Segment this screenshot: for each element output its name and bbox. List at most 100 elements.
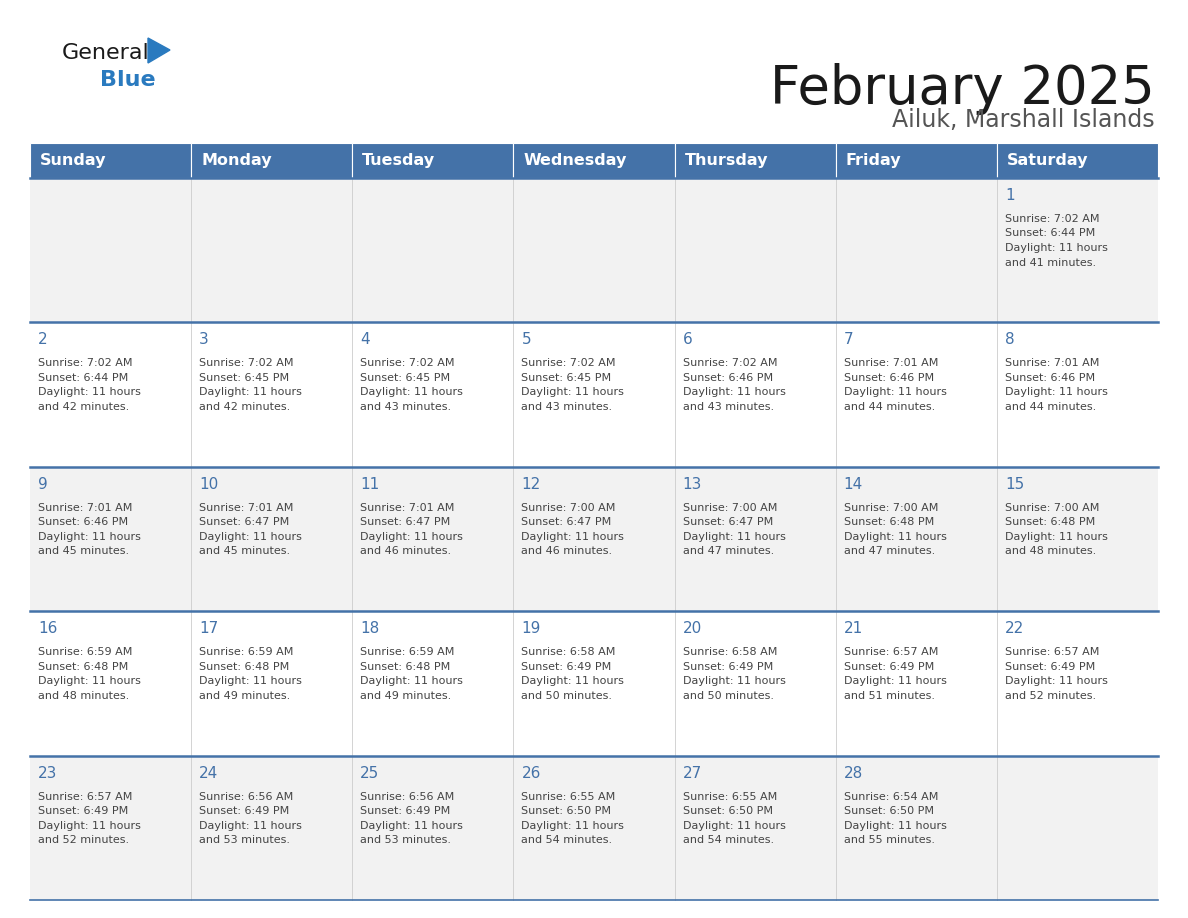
Text: Sunrise: 6:59 AM: Sunrise: 6:59 AM	[38, 647, 132, 657]
Text: and 52 minutes.: and 52 minutes.	[38, 835, 129, 845]
Text: Daylight: 11 hours: Daylight: 11 hours	[1005, 532, 1107, 542]
Text: Sunset: 6:47 PM: Sunset: 6:47 PM	[522, 518, 612, 527]
Text: Sunset: 6:49 PM: Sunset: 6:49 PM	[38, 806, 128, 816]
Text: Sunrise: 6:57 AM: Sunrise: 6:57 AM	[38, 791, 132, 801]
Text: and 45 minutes.: and 45 minutes.	[38, 546, 129, 556]
Text: Sunset: 6:50 PM: Sunset: 6:50 PM	[683, 806, 772, 816]
Text: Daylight: 11 hours: Daylight: 11 hours	[522, 532, 625, 542]
Text: Sunset: 6:48 PM: Sunset: 6:48 PM	[360, 662, 450, 672]
Text: General: General	[62, 43, 150, 63]
Bar	[997, 143, 1158, 178]
Text: Sunrise: 6:57 AM: Sunrise: 6:57 AM	[1005, 647, 1099, 657]
Text: Sunrise: 7:01 AM: Sunrise: 7:01 AM	[843, 358, 939, 368]
Text: Sunrise: 7:02 AM: Sunrise: 7:02 AM	[1005, 214, 1099, 224]
Text: 19: 19	[522, 621, 541, 636]
Text: Sunset: 6:46 PM: Sunset: 6:46 PM	[38, 518, 128, 527]
Text: Sunset: 6:49 PM: Sunset: 6:49 PM	[360, 806, 450, 816]
Text: and 49 minutes.: and 49 minutes.	[200, 690, 290, 700]
Text: and 48 minutes.: and 48 minutes.	[38, 690, 129, 700]
Text: Daylight: 11 hours: Daylight: 11 hours	[683, 532, 785, 542]
Text: Sunset: 6:47 PM: Sunset: 6:47 PM	[200, 518, 290, 527]
Text: Friday: Friday	[846, 153, 902, 168]
Text: 21: 21	[843, 621, 862, 636]
Text: Daylight: 11 hours: Daylight: 11 hours	[360, 677, 463, 686]
Text: and 53 minutes.: and 53 minutes.	[200, 835, 290, 845]
Text: 5: 5	[522, 332, 531, 347]
Text: 10: 10	[200, 476, 219, 492]
Text: Sunrise: 6:58 AM: Sunrise: 6:58 AM	[683, 647, 777, 657]
Text: and 47 minutes.: and 47 minutes.	[843, 546, 935, 556]
Text: Sunset: 6:49 PM: Sunset: 6:49 PM	[200, 806, 290, 816]
Text: Monday: Monday	[201, 153, 272, 168]
Text: 1: 1	[1005, 188, 1015, 203]
Text: Daylight: 11 hours: Daylight: 11 hours	[200, 532, 302, 542]
Text: Daylight: 11 hours: Daylight: 11 hours	[200, 677, 302, 686]
Text: 17: 17	[200, 621, 219, 636]
Text: Daylight: 11 hours: Daylight: 11 hours	[1005, 243, 1107, 253]
Text: Daylight: 11 hours: Daylight: 11 hours	[683, 387, 785, 397]
Bar	[30, 143, 191, 178]
Text: Sunset: 6:48 PM: Sunset: 6:48 PM	[38, 662, 128, 672]
Text: Daylight: 11 hours: Daylight: 11 hours	[843, 387, 947, 397]
Text: Sunrise: 6:59 AM: Sunrise: 6:59 AM	[360, 647, 455, 657]
Bar	[30, 756, 1158, 900]
Text: 2: 2	[38, 332, 48, 347]
Text: and 50 minutes.: and 50 minutes.	[683, 690, 773, 700]
Text: Sunrise: 7:00 AM: Sunrise: 7:00 AM	[683, 503, 777, 513]
Text: Thursday: Thursday	[684, 153, 769, 168]
Text: 12: 12	[522, 476, 541, 492]
Text: Ailuk, Marshall Islands: Ailuk, Marshall Islands	[892, 108, 1155, 132]
Text: Sunset: 6:49 PM: Sunset: 6:49 PM	[1005, 662, 1095, 672]
Text: Saturday: Saturday	[1007, 153, 1088, 168]
Text: Tuesday: Tuesday	[362, 153, 436, 168]
Text: Blue: Blue	[100, 70, 156, 90]
Text: Sunrise: 7:01 AM: Sunrise: 7:01 AM	[200, 503, 293, 513]
Text: Sunset: 6:46 PM: Sunset: 6:46 PM	[683, 373, 772, 383]
Text: Sunset: 6:48 PM: Sunset: 6:48 PM	[843, 518, 934, 527]
Text: 18: 18	[360, 621, 379, 636]
Text: Sunrise: 6:54 AM: Sunrise: 6:54 AM	[843, 791, 939, 801]
Text: and 50 minutes.: and 50 minutes.	[522, 690, 613, 700]
Text: Daylight: 11 hours: Daylight: 11 hours	[38, 532, 141, 542]
Text: 26: 26	[522, 766, 541, 780]
Text: 4: 4	[360, 332, 369, 347]
Text: Daylight: 11 hours: Daylight: 11 hours	[843, 532, 947, 542]
Text: and 46 minutes.: and 46 minutes.	[360, 546, 451, 556]
Text: Sunset: 6:46 PM: Sunset: 6:46 PM	[843, 373, 934, 383]
Text: Daylight: 11 hours: Daylight: 11 hours	[38, 821, 141, 831]
Text: and 43 minutes.: and 43 minutes.	[683, 402, 773, 412]
Text: February 2025: February 2025	[770, 63, 1155, 115]
Text: and 49 minutes.: and 49 minutes.	[360, 690, 451, 700]
Text: Daylight: 11 hours: Daylight: 11 hours	[200, 821, 302, 831]
Text: and 55 minutes.: and 55 minutes.	[843, 835, 935, 845]
Text: and 45 minutes.: and 45 minutes.	[200, 546, 290, 556]
Text: Daylight: 11 hours: Daylight: 11 hours	[1005, 387, 1107, 397]
Bar	[30, 611, 1158, 756]
Text: Daylight: 11 hours: Daylight: 11 hours	[522, 387, 625, 397]
Text: 15: 15	[1005, 476, 1024, 492]
Text: Sunset: 6:45 PM: Sunset: 6:45 PM	[522, 373, 612, 383]
Bar	[835, 143, 997, 178]
Text: Sunrise: 6:59 AM: Sunrise: 6:59 AM	[200, 647, 293, 657]
Text: and 47 minutes.: and 47 minutes.	[683, 546, 773, 556]
Text: 8: 8	[1005, 332, 1015, 347]
Text: and 42 minutes.: and 42 minutes.	[38, 402, 129, 412]
Text: Daylight: 11 hours: Daylight: 11 hours	[38, 387, 141, 397]
Text: and 46 minutes.: and 46 minutes.	[522, 546, 613, 556]
Text: 14: 14	[843, 476, 862, 492]
Text: Sunrise: 6:56 AM: Sunrise: 6:56 AM	[200, 791, 293, 801]
Text: 27: 27	[683, 766, 702, 780]
Text: Sunset: 6:44 PM: Sunset: 6:44 PM	[1005, 229, 1095, 239]
Bar	[353, 143, 513, 178]
Text: Sunrise: 7:01 AM: Sunrise: 7:01 AM	[38, 503, 132, 513]
Text: 22: 22	[1005, 621, 1024, 636]
Text: Daylight: 11 hours: Daylight: 11 hours	[200, 387, 302, 397]
Text: 16: 16	[38, 621, 57, 636]
Text: Sunset: 6:44 PM: Sunset: 6:44 PM	[38, 373, 128, 383]
Bar	[513, 143, 675, 178]
Text: Sunrise: 6:57 AM: Sunrise: 6:57 AM	[843, 647, 939, 657]
Text: and 44 minutes.: and 44 minutes.	[843, 402, 935, 412]
Text: 7: 7	[843, 332, 853, 347]
Text: Sunset: 6:48 PM: Sunset: 6:48 PM	[200, 662, 290, 672]
Text: Sunrise: 6:56 AM: Sunrise: 6:56 AM	[360, 791, 455, 801]
